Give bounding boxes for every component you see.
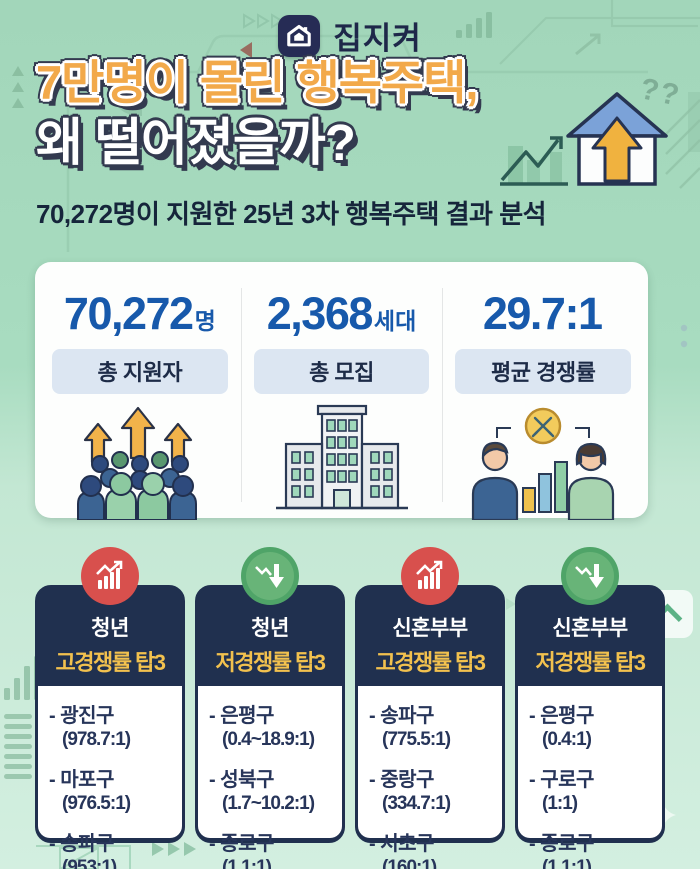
stat-label-pill: 평균 경쟁률 [455,349,631,394]
card-header: 청년 저경쟁률 탑3 [198,588,342,686]
app-name: 집지켜 [333,21,422,56]
card-badge [241,547,299,605]
stat-col-applicants: 70,272 명 총 지원자 [39,278,241,520]
stat-value: 2,368 [266,288,374,339]
rank-item-name: 송파구 [49,827,176,856]
rank-item-name: 종로구 [209,827,336,856]
ranking-cards-row: 청년 고경쟁률 탑3 광진구 (978.7:1) 마포구 (976.5:1) 송… [35,547,665,869]
title-block: 7만명이 몰린 행복주택, 왜 떨어졌을까? [36,56,478,171]
rising-chart-icon [416,560,443,589]
rank-item: 송파구 (775.5:1) [369,699,496,751]
rank-item-name: 마포구 [49,763,176,792]
main-title-line1: 7만명이 몰린 행복주택, [36,56,478,109]
stat-value-row: 70,272 명 [64,288,216,340]
ranking-card-youth-high: 청년 고경쟁률 탑3 광진구 (978.7:1) 마포구 (976.5:1) 송… [35,547,185,869]
card-body: 은평구 (0.4:1) 구로구 (1:1) 종로구 (1.1:1) [518,686,662,869]
card-group-label: 청년 [251,617,289,640]
rank-item-name: 광진구 [49,699,176,728]
rank-item: 종로구 (1.1:1) [529,827,656,869]
badge-inner-circle [566,552,614,600]
crowd-rising-arrows-icon [60,402,220,520]
rank-item-ratio: (978.7:1) [62,729,131,750]
card-badge [81,547,139,605]
people-competition-icon [465,402,621,520]
ranking-card-youth-low: 청년 저경쟁률 탑3 은평구 (0.4~18.9:1) 성북구 (1.7~10.… [195,547,345,869]
card-header: 청년 고경쟁률 탑3 [38,588,182,686]
falling-chart-icon [255,564,284,588]
subtitle: 70,272명이 지원한 25년 3차 행복주택 결과 분석 [36,199,547,229]
rank-item: 은평구 (0.4:1) [529,699,656,751]
rank-item-name: 송파구 [369,699,496,728]
stat-col-units: 2,368 세대 총 모집 [240,278,443,514]
card-category-label: 저경쟁률 탑3 [535,650,646,675]
stat-unit: 세대 [373,308,417,334]
house-app-icon [278,14,321,57]
stat-value-row: 2,368 세대 [267,288,416,340]
rank-item-name: 중랑구 [369,763,496,792]
rank-item: 구로구 (1:1) [529,763,656,815]
card-badge [401,547,459,605]
card-category-label: 저경쟁률 탑3 [215,650,326,675]
app-logo: 집지켜 [0,13,700,58]
rising-chart-icon [96,560,123,589]
rank-item: 마포구 (976.5:1) [49,763,176,815]
card-group-label: 신혼부부 [392,617,468,640]
rank-item-ratio: (1.1:1) [222,857,272,869]
house-up-illustration: ?? [498,72,684,198]
stat-value-row: 29.7:1 [483,288,604,340]
card-body: 송파구 (775.5:1) 중랑구 (334.7:1) 서초구 (160:1) [358,686,502,869]
stat-label-pill: 총 지원자 [52,349,228,394]
rank-item-ratio: (334.7:1) [382,793,451,814]
apartment-building-icon [272,402,412,514]
rank-item: 서초구 (160:1) [369,827,496,869]
card-header: 신혼부부 고경쟁률 탑3 [358,588,502,686]
card-category-label: 고경쟁률 탑3 [55,650,166,675]
main-title-line2: 왜 떨어졌을까? [36,113,356,171]
rank-item: 광진구 (978.7:1) [49,699,176,751]
rank-item-name: 은평구 [209,699,336,728]
card-body: 은평구 (0.4~18.9:1) 성북구 (1.7~10.2:1) 종로구 (1… [198,686,342,869]
rank-item: 성북구 (1.7~10.2:1) [209,763,336,815]
card-header: 신혼부부 저경쟁률 탑3 [518,588,662,686]
ranking-card-newlywed-low: 신혼부부 저경쟁률 탑3 은평구 (0.4:1) 구로구 (1:1) 종로구 (… [515,547,665,869]
card-body: 광진구 (978.7:1) 마포구 (976.5:1) 송파구 (953:1) [38,686,182,869]
rank-item-name: 구로구 [529,763,656,792]
rank-item-name: 종로구 [529,827,656,856]
card-group-label: 신혼부부 [552,617,628,640]
rank-item-ratio: (0.4~18.9:1) [222,729,315,750]
rank-item-ratio: (976.5:1) [62,793,131,814]
stat-unit: 명 [194,308,216,334]
rank-item-ratio: (1:1) [542,793,578,814]
badge-inner-circle [246,552,294,600]
rank-item-ratio: (775.5:1) [382,729,451,750]
rank-item-name: 성북구 [209,763,336,792]
rank-item-name: 은평구 [529,699,656,728]
rank-item-ratio: (1.1:1) [542,857,592,869]
card-group-label: 청년 [91,617,129,640]
stat-col-ratio: 29.7:1 평균 경쟁률 [442,278,644,520]
falling-chart-icon [575,564,604,588]
card-badge [561,547,619,605]
stat-label-pill: 총 모집 [253,349,430,394]
stat-value: 70,272 [63,288,194,339]
rank-item-ratio: (160:1) [382,857,437,869]
rank-item-ratio: (0.4:1) [542,729,592,750]
rank-item-name: 서초구 [369,827,496,856]
rank-item: 은평구 (0.4~18.9:1) [209,699,336,751]
rank-item: 종로구 (1.1:1) [209,827,336,869]
rank-item-ratio: (953:1) [62,857,117,869]
ranking-card-newlywed-high: 신혼부부 고경쟁률 탑3 송파구 (775.5:1) 중랑구 (334.7:1)… [355,547,505,869]
card-category-label: 고경쟁률 탑3 [375,650,486,675]
stat-value: 29.7:1 [482,288,603,339]
rank-item: 중랑구 (334.7:1) [369,763,496,815]
rank-item-ratio: (1.7~10.2:1) [222,793,315,814]
rank-item: 송파구 (953:1) [49,827,176,869]
stats-card: 70,272 명 총 지원자 [35,262,648,520]
